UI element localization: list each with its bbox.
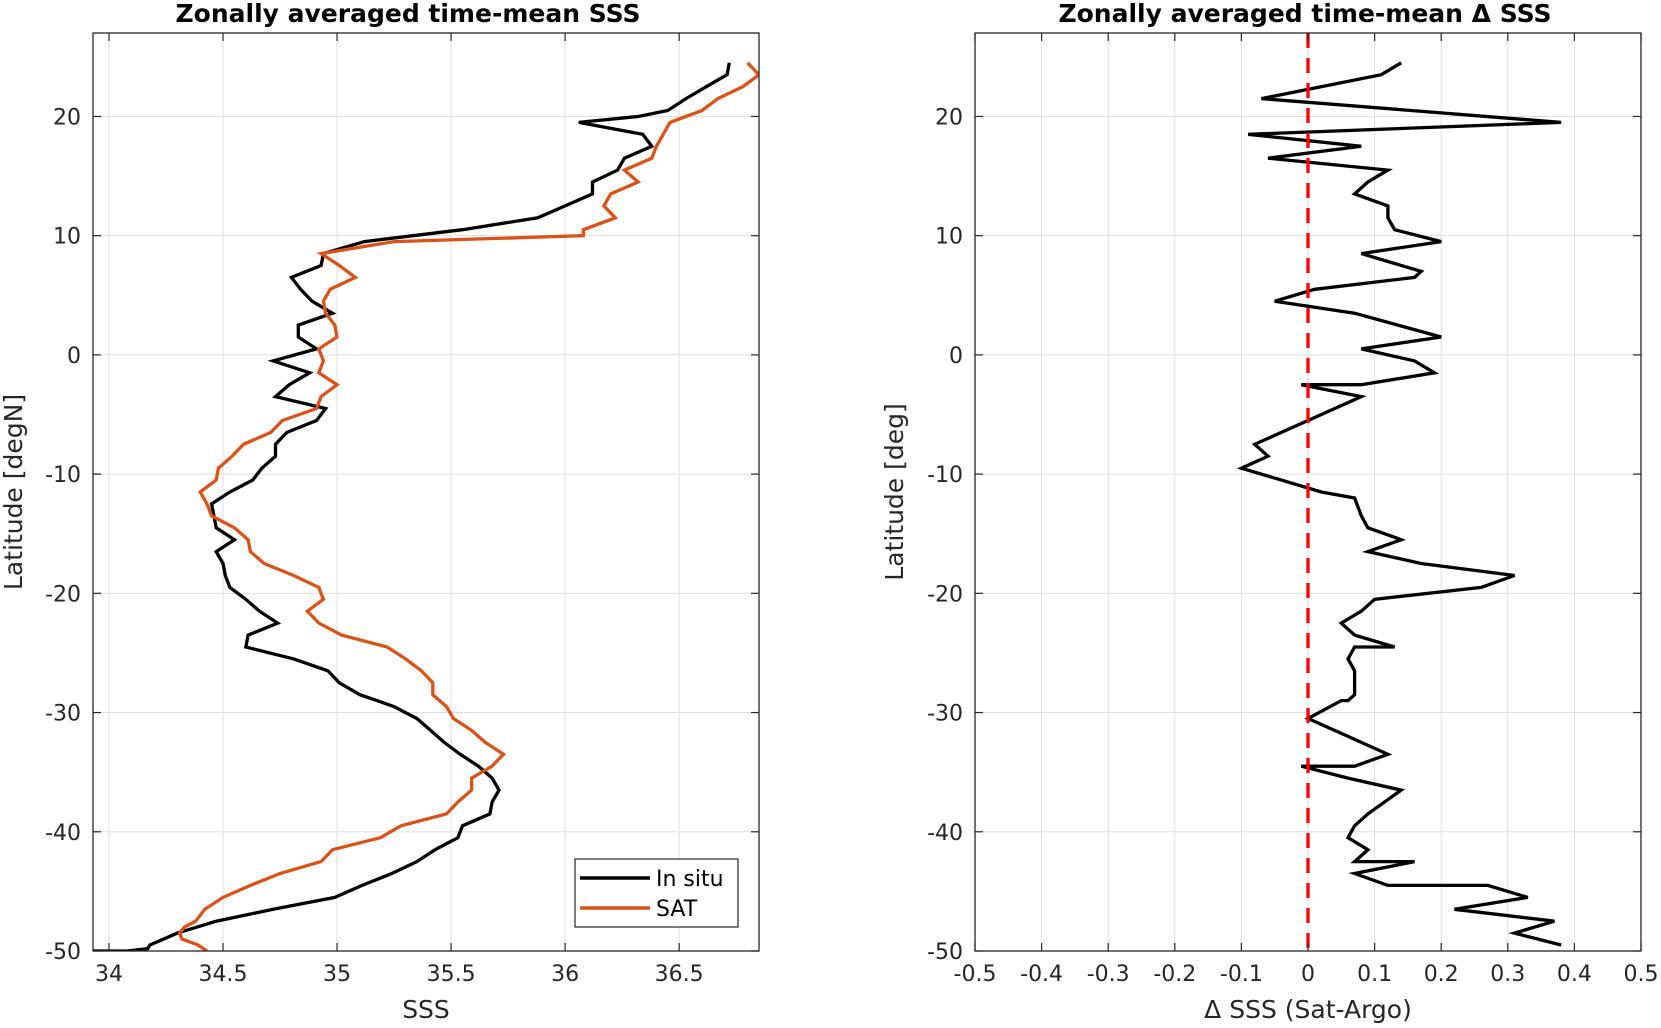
y-tick-label: 0 — [949, 344, 963, 369]
sss-chart: Zonally averaged time-mean SSS 34 34.5 35 3… — [0, 0, 760, 1024]
x-tick-label: 0.1 — [1357, 962, 1392, 987]
y-tick-label: 10 — [53, 225, 81, 250]
sss-chart-ylabel: Latitude [degN] — [0, 394, 28, 590]
y-tick-label: -10 — [45, 463, 81, 488]
y-tick-label: -40 — [927, 821, 963, 846]
y-tick-label: -40 — [45, 821, 81, 846]
sss-chart-series — [93, 61, 759, 951]
y-tick-label: -50 — [927, 940, 963, 965]
y-tick-label: -20 — [45, 582, 81, 607]
legend-box — [574, 858, 739, 928]
sss-chart-ticks: 34 34.5 35 35.5 36 36.5 -50 -40 -30 -20 -10 0 10 20 — [45, 33, 759, 987]
y-tick-label: -10 — [927, 463, 963, 488]
y-tick-label: -30 — [45, 702, 81, 727]
delta-sss-chart-ylabel: Latitude [deg] — [880, 403, 909, 580]
x-tick-label: -0.2 — [1153, 962, 1196, 987]
sss-line-in-situ — [93, 62, 731, 951]
delta-sss-line-delta — [1236, 61, 1562, 947]
sss-chart-grid — [93, 33, 759, 952]
x-tick-label: 0.4 — [1557, 962, 1592, 987]
y-tick-label: 0 — [67, 344, 81, 369]
legend-sat-label: SAT — [656, 897, 698, 922]
sss-chart-axes-box — [92, 32, 760, 952]
delta-sss-chart: Zonally averaged time-mean Δ SSS -0.5 -0.… — [880, 0, 1659, 1024]
y-tick-label: -50 — [45, 940, 81, 965]
sss-chart-xlabel: SSS — [402, 995, 450, 1024]
x-tick-label: -0.1 — [1220, 962, 1263, 987]
y-tick-label: -30 — [927, 702, 963, 727]
delta-sss-chart-series — [1236, 33, 1562, 951]
y-tick-label: -20 — [927, 582, 963, 607]
delta-sss-chart-ticks: -0.5 -0.4 -0.3 -0.2 -0.1 0 0.1 0.2 0.3 0.4 0.5 -50 -… — [927, 33, 1659, 987]
sss-chart-title: Zonally averaged time-mean SSS — [176, 0, 641, 28]
delta-sss-chart-xlabel: Δ SSS (Sat-Argo) — [1204, 995, 1412, 1024]
x-tick-label: 34 — [95, 962, 123, 987]
x-tick-label: -0.5 — [954, 962, 997, 987]
x-tick-label: 36 — [551, 962, 579, 987]
y-tick-label: 10 — [935, 225, 963, 250]
sss-line-sat — [177, 61, 759, 951]
x-tick-label: -0.4 — [1020, 962, 1063, 987]
x-tick-label: 0.5 — [1624, 962, 1659, 987]
x-tick-label: 35.5 — [427, 962, 476, 987]
y-tick-label: 20 — [935, 105, 963, 130]
x-tick-label: 0.3 — [1490, 962, 1525, 987]
legend-in-situ-label: In situ — [656, 867, 724, 892]
x-tick-label: 35 — [323, 962, 351, 987]
x-tick-label: 0 — [1301, 962, 1315, 987]
y-tick-label: 20 — [53, 105, 81, 130]
x-tick-label: 34.5 — [199, 962, 248, 987]
sss-chart-legend: In situ SAT — [574, 858, 739, 928]
delta-sss-chart-title: Zonally averaged time-mean Δ SSS — [1059, 0, 1552, 28]
x-tick-label: 36.5 — [655, 962, 704, 987]
x-tick-label: -0.3 — [1087, 962, 1130, 987]
x-tick-label: 0.2 — [1424, 962, 1459, 987]
